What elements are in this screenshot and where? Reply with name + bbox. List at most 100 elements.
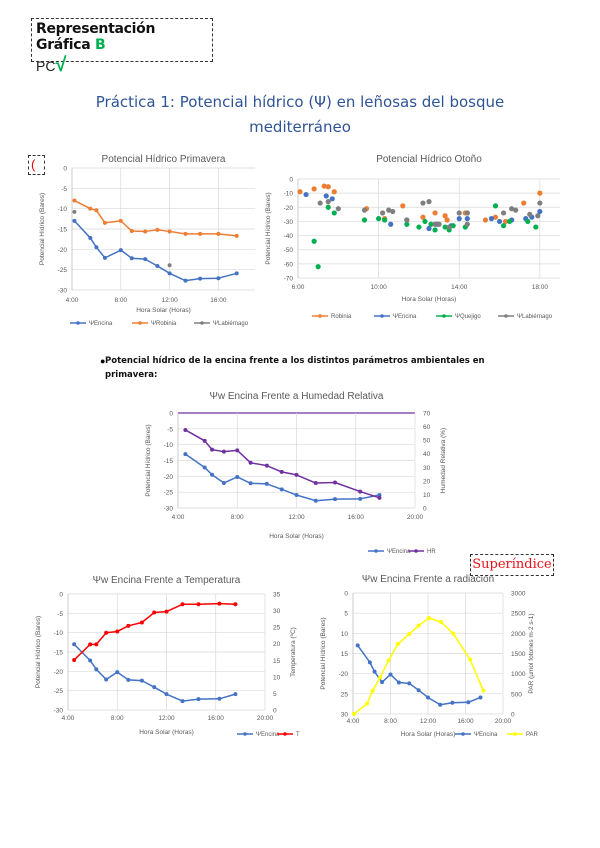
data-point [500,223,507,229]
data-point [155,227,160,232]
y-tick-label: -15 [58,227,68,234]
data-point [321,183,327,189]
data-point [358,496,363,501]
y-tick-label: 5 [344,611,348,618]
x-axis-label: Hora Solar (Horas) [402,296,457,303]
data-point [372,669,377,674]
chart-potencial-primavera: 0 -5 -10 -15 -20 -25 -30 4:00 8:00 12:00 16:00 Pote… [39,154,255,327]
y-tick-label: -40 [284,233,294,240]
data-point [426,616,431,621]
data-point [210,472,215,477]
data-point [234,233,239,238]
legend-marker [283,732,287,736]
data-point [126,677,131,682]
data-point [143,229,148,234]
y-tick-label: -20 [54,669,64,676]
data-point [102,220,107,225]
y-tick-label: 15 [341,651,349,658]
data-point [167,271,172,276]
data-point [202,438,207,443]
x-tick-label: 4:00 [66,297,79,304]
x-axis-label: Hora Solar (Horas) [401,731,456,738]
y2-tick-label: 40 [423,451,431,458]
data-point [451,631,456,636]
data-point [420,200,426,206]
data-point [331,210,337,216]
legend-label: ΨEncina [474,732,498,738]
x-tick-label: 20:00 [407,514,424,521]
data-point [442,213,448,219]
data-point [376,216,382,222]
data-point [428,221,434,227]
y-tick-label: -30 [164,506,174,513]
data-point [264,481,269,486]
x-tick-label: 4:00 [62,715,75,722]
data-point [450,700,455,705]
data-point [72,198,77,203]
data-point [129,256,134,261]
data-point [351,712,356,716]
data-point [331,189,337,195]
data-point [533,224,539,230]
y2-tick-label: 5 [273,691,277,698]
data-point [456,216,462,222]
legend-marker [513,732,517,736]
grade-label: Representación Gráfica [36,21,156,53]
data-point [72,218,77,223]
data-point [422,218,428,225]
y-tick-label: -70 [284,276,294,283]
legend-marker [76,321,80,325]
data-point [396,680,401,685]
data-point [118,218,123,223]
y2-tick-label: 60 [423,424,431,431]
y-axis-label: Potencial Hídrico (Bares) [320,617,327,689]
data-point [88,206,93,211]
data-point [221,449,226,454]
data-point [436,221,442,227]
series-line-0 [357,644,481,706]
data-point [210,447,215,452]
x-tick-label: 4:00 [347,718,360,725]
data-point [94,642,99,647]
legend-marker [504,314,508,318]
data-point [377,495,382,500]
data-point [235,448,240,453]
data-point [416,688,421,693]
data-point [355,643,360,648]
x-tick-label: 16:00 [210,297,227,304]
data-point [325,199,331,205]
y2-tick-label: 70 [423,411,431,418]
data-point [115,629,120,634]
data-point [180,699,185,704]
y-tick-label: -25 [58,267,68,274]
y2-tick-label: 1000 [511,671,526,678]
data-point [264,463,269,468]
y-tick-label: -5 [167,426,173,433]
data-point [325,184,331,190]
y2-tick-label: 10 [423,492,431,499]
y-axis-label: Potencial Hídrico (Bares) [145,424,152,496]
legend-marker [374,549,378,553]
chart-title: Ψw Encina Frente a Temperatura [93,575,241,586]
data-point [196,602,201,607]
data-point [303,191,309,198]
legend-label: ΨQuejigo [455,314,481,320]
chart-title: Potencial Hídrico Primavera [102,154,226,165]
chart-title: Ψw Encina Frente a Humedad Relativa [210,391,384,402]
data-point [404,217,410,223]
x-axis-label: Hora Solar (Horas) [269,533,324,540]
y2-tick-label: 0 [511,712,515,719]
y-tick-label: -30 [284,219,294,226]
data-point [233,602,238,607]
data-point [386,658,391,663]
y2-axis-label: PAR (µmol fotones m-2 s-1) [528,613,535,693]
bullet-text: Potencial hídrico de la encina frente a … [105,356,485,380]
data-point [481,688,486,693]
data-point [525,218,531,225]
data-point [311,186,317,192]
y2-tick-label: 20 [423,478,431,485]
data-point [311,238,317,244]
data-point [297,189,303,195]
legend-label: PAR [526,732,539,738]
y-axis-label: Potencial Hídrico (Bares) [39,193,46,265]
